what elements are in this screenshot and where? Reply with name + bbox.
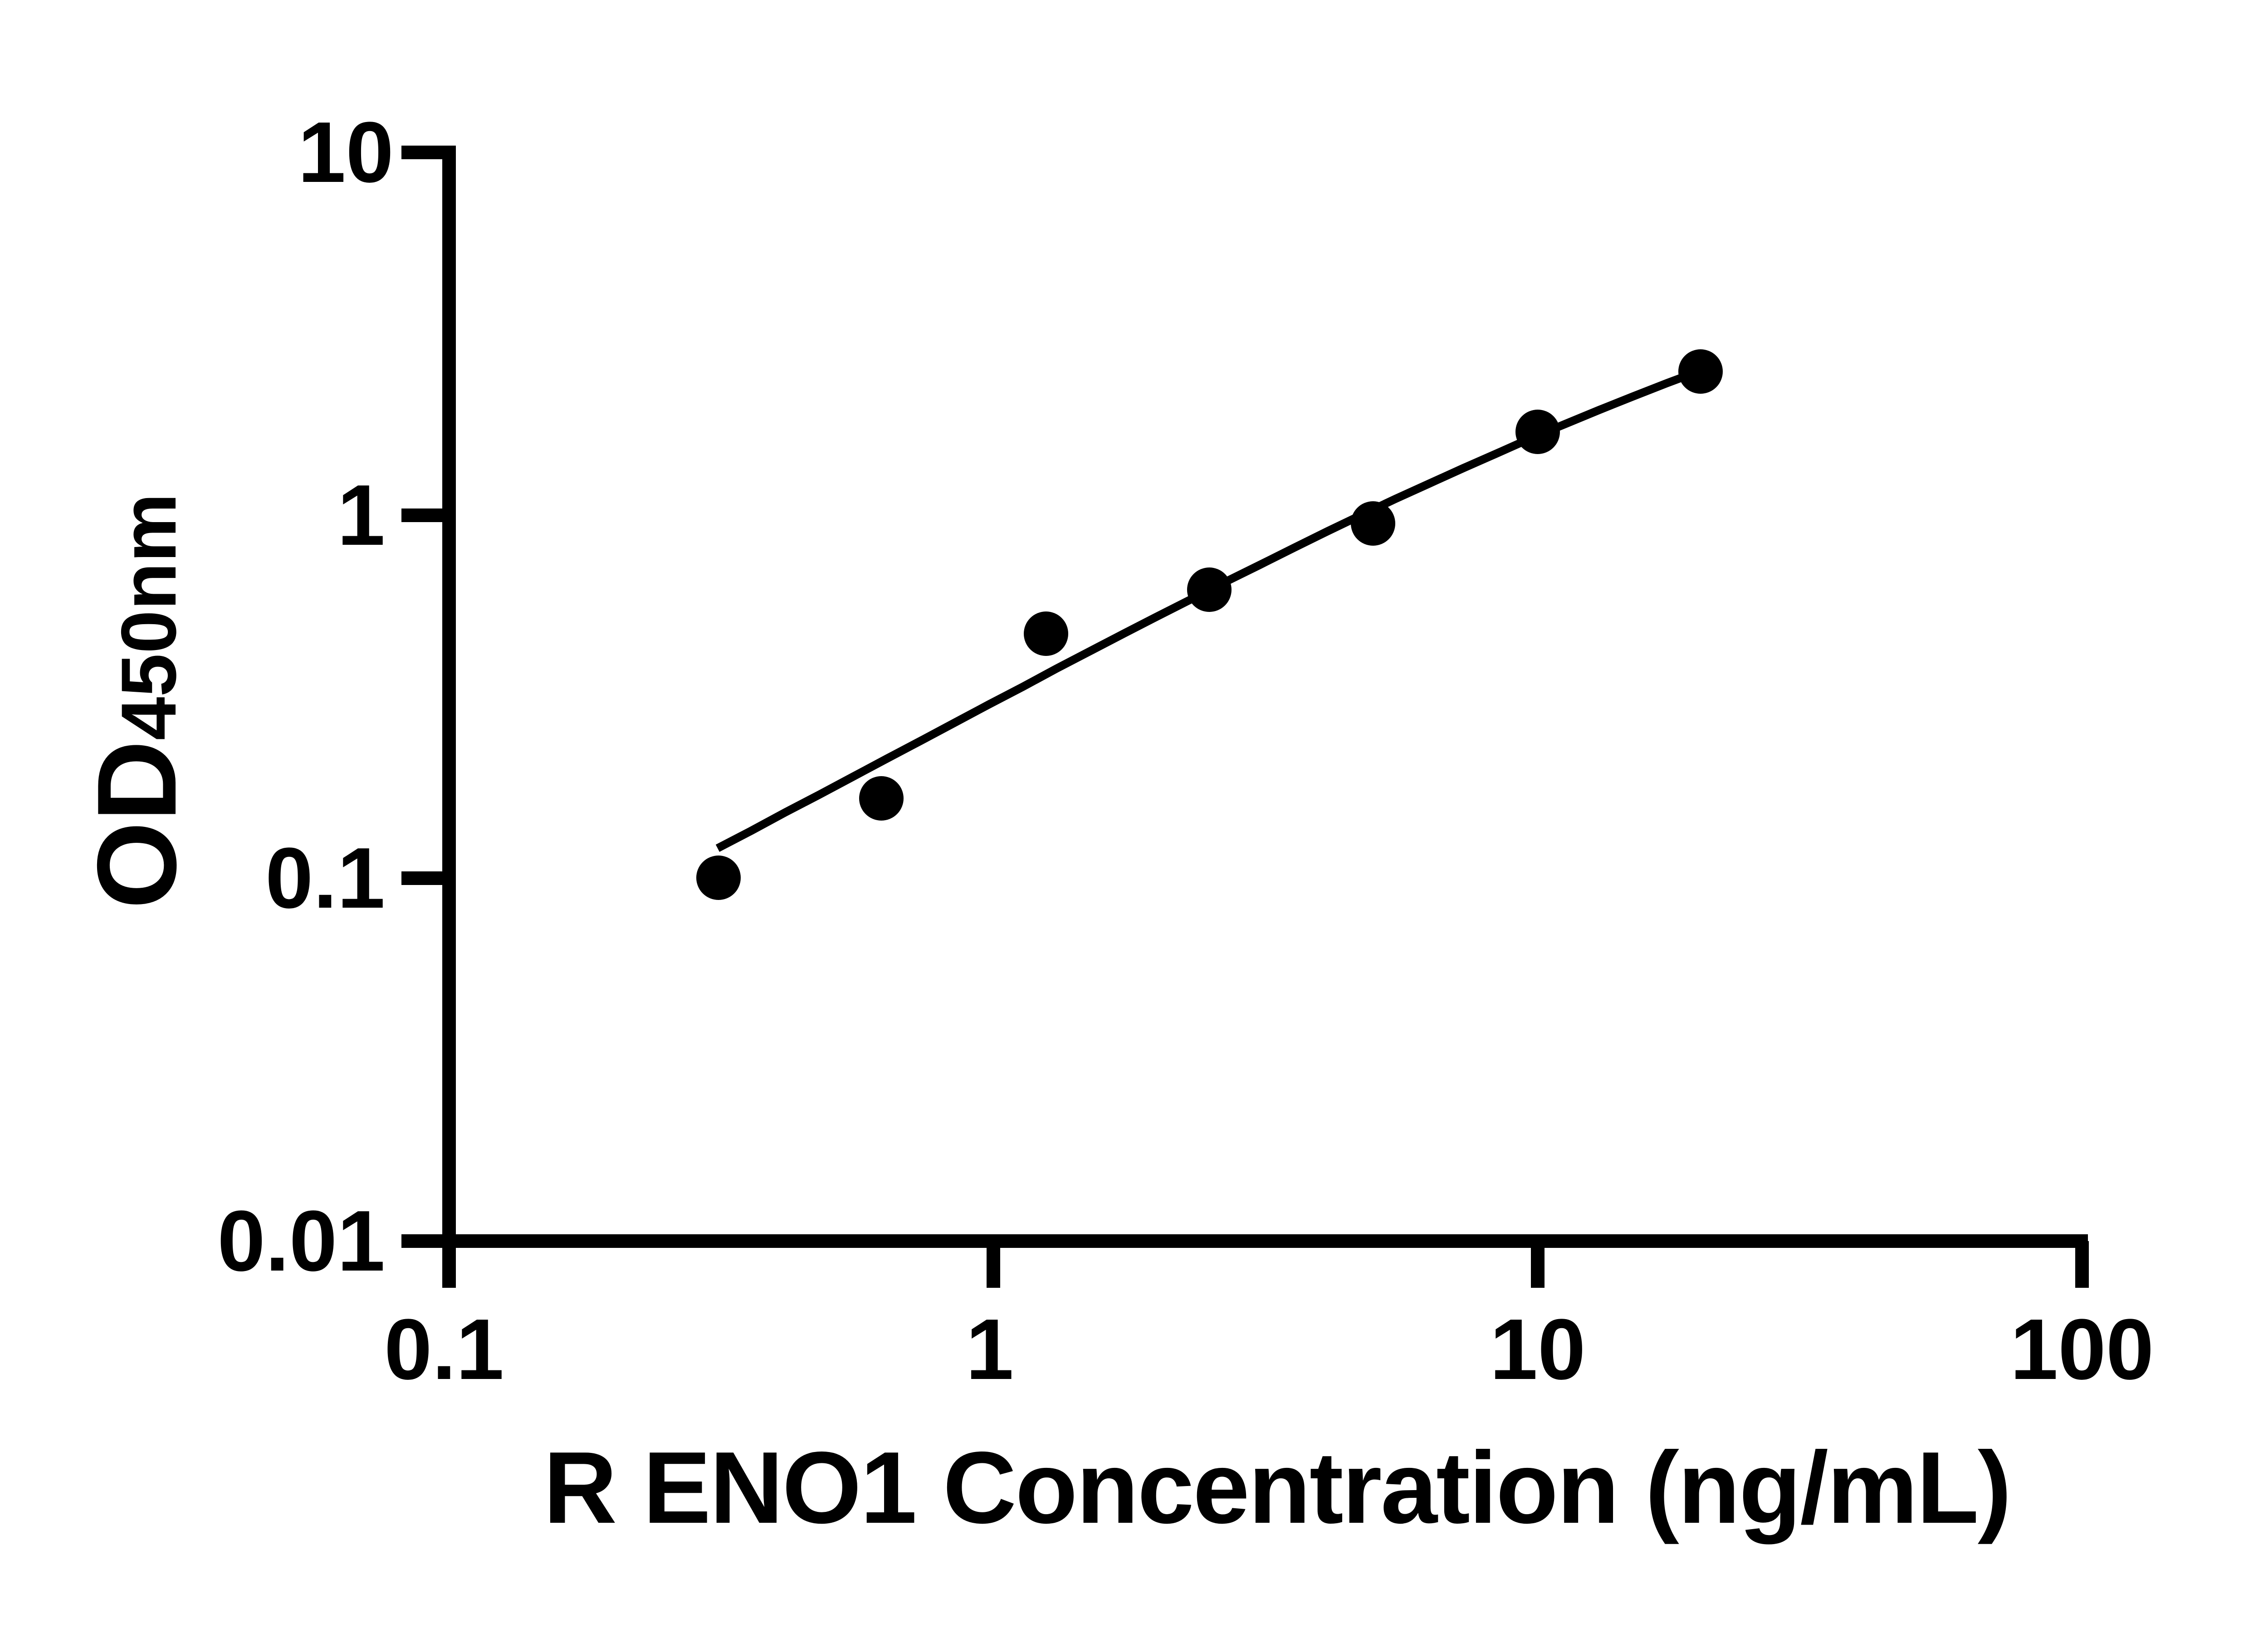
svg-text:0.1: 0.1: [384, 1301, 504, 1398]
svg-text:R ENO1 Concentration (ng/mL): R ENO1 Concentration (ng/mL): [543, 1430, 2010, 1545]
svg-text:0.1: 0.1: [265, 830, 385, 926]
svg-text:100: 100: [2010, 1301, 2154, 1398]
svg-text:10: 10: [298, 104, 394, 200]
svg-text:0.01: 0.01: [217, 1193, 385, 1289]
svg-text:1: 1: [337, 467, 385, 563]
svg-text:10: 10: [1490, 1301, 1585, 1398]
svg-text:1: 1: [966, 1301, 1014, 1398]
